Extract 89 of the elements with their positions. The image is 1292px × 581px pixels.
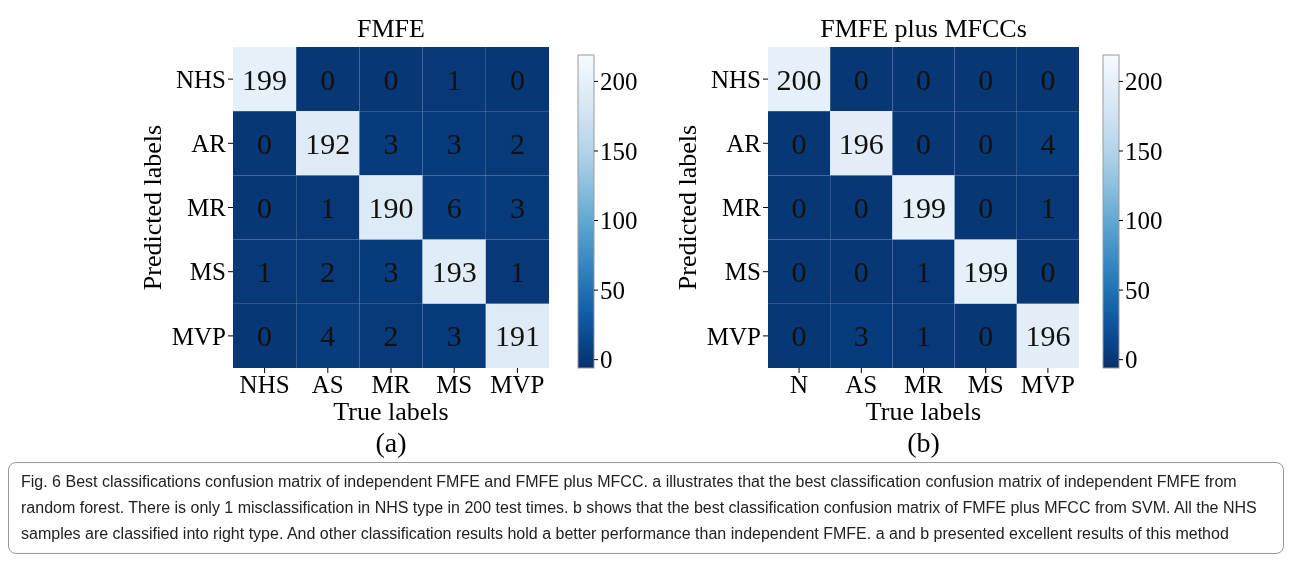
data-label: 196 [1025,319,1071,353]
data-label: 0 [978,319,994,353]
color-bar-label: 100 [600,207,638,235]
x-tick-label: NHS [239,371,290,398]
x-tick-label: MVP [1020,371,1075,398]
x-tick-label: MR [371,371,411,398]
text: (a) [375,427,407,458]
data-label: 0 [1040,62,1056,96]
y-tick-label: NHS [175,65,226,93]
data-label: 4 [1040,126,1056,160]
data-label: 4 [320,319,336,353]
data-label: 1 [1040,191,1056,224]
data-label: 0 [978,62,994,96]
color-bar-label: 50 [1125,276,1150,304]
x-tick-label: MS [436,371,473,398]
data-label: 3 [853,319,869,353]
x-tick-label: AS [845,371,878,398]
x-axis-title: True labels [865,397,982,426]
y-axis-title: Predicted labels [673,124,702,291]
color-bar-label: 50 [600,276,625,304]
data-label: 3 [383,126,399,160]
data-label: 1 [916,319,931,353]
data-label: 1 [509,255,525,289]
data-label: 0 [791,319,807,353]
data-label: 1 [916,255,931,289]
data-label: 0 [791,191,807,224]
data-label: 2 [509,126,525,160]
data-label: 190 [368,191,414,224]
color-bar-label: 200 [1125,68,1163,96]
y-tick-label: MR [187,194,227,222]
data-label: 3 [509,191,525,224]
x-axis-title: True labels [333,397,449,426]
data-label: 3 [383,255,399,289]
x-tick-label: N [790,371,809,398]
data-label: 196 [838,126,884,160]
data-label: 0 [320,62,336,96]
color-bar-label: 200 [600,68,638,96]
y-tick-label: MS [189,258,226,286]
x-tick-label: MVP [490,371,545,398]
data-label: 2 [320,255,336,289]
data-label: 199 [901,191,946,224]
y-tick-label: AR [726,130,762,158]
color-bar-label: 100 [1125,207,1163,235]
data-label: 3 [446,319,462,353]
caption: Fig. 6 Best classifications confusion matrix of independent FMFE and FMFE plus MFCC. a illustrates that the best classification confusion matrix of independent FMFE from random forest. There is only 1 misclassification in NHS type in 200 test times. b shows that the best classification confusion matrix of FMFE plus MFCC from SVM. All the NHS samples are classified into right type. And other classification results hold a better performance than independent FMFE. a and b presented excellent results of this method [8,462,1284,554]
data-label: 0 [853,62,869,96]
data-label: 192 [305,126,351,160]
data-label: 199 [963,255,1009,289]
y-tick-label: MS [724,258,761,286]
data-label: 6 [446,191,462,224]
data-label: 193 [431,255,477,289]
data-label: 0 [257,191,273,224]
data-label: 0 [509,62,525,96]
data-label: 2 [383,319,399,353]
data-label: 199 [242,62,288,96]
data-label: 0 [978,191,994,224]
color-bar-label: 150 [600,137,638,165]
data-label: 0 [853,191,869,224]
color-bar-label: 0 [600,346,613,374]
y-tick-label: MVP [706,322,761,350]
chart-title: FMFE [357,14,425,43]
data-label: 0 [257,126,273,160]
color-bar-label: 0 [1125,346,1138,374]
data-label: 0 [1040,255,1056,289]
data-label: 0 [916,126,931,160]
y-tick-label: AR [191,130,227,158]
data-label: 0 [257,319,273,353]
text: (b) [907,427,940,458]
x-tick-label: MS [967,371,1004,398]
y-tick-label: MR [722,194,762,222]
color-bar-label: 150 [1125,137,1163,165]
data-label: 200 [776,62,822,96]
data-label: 191 [494,319,540,353]
data-label: 0 [791,255,807,289]
data-label: 0 [853,255,869,289]
y-tick-label: NHS [710,65,761,93]
data-label: 0 [383,62,399,96]
data-label: 0 [978,126,994,160]
data-label: 1 [257,255,273,289]
data-label: 0 [916,62,931,96]
data-label: 1 [446,62,462,96]
x-tick-label: MR [904,371,944,398]
data-label: 1 [320,191,336,224]
data-label: 3 [446,126,462,160]
y-axis-title: Predicted labels [138,124,167,291]
data-label: 0 [791,126,807,160]
y-tick-label: MVP [171,322,226,350]
chart-title: FMFE plus MFCCs [820,14,1027,43]
x-tick-label: AS [311,371,344,398]
